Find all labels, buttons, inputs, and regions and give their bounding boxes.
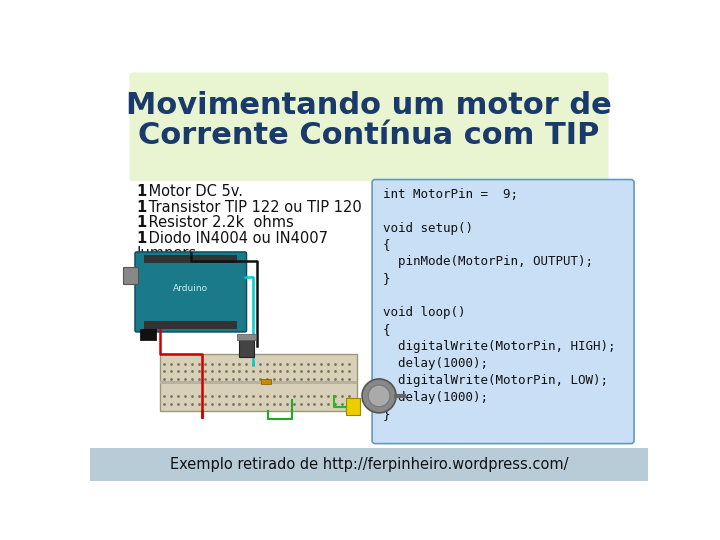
Text: Resistor 2.2k  ohms: Resistor 2.2k ohms	[144, 215, 294, 230]
Circle shape	[362, 379, 396, 413]
Text: Transistor TIP 122 ou TIP 120: Transistor TIP 122 ou TIP 120	[144, 200, 362, 215]
Text: pinMode(MotorPin, OUTPUT);: pinMode(MotorPin, OUTPUT);	[383, 255, 593, 268]
Text: delay(1000);: delay(1000);	[383, 391, 488, 404]
Text: void setup(): void setup()	[383, 221, 473, 234]
FancyBboxPatch shape	[130, 72, 608, 181]
Text: delay(1000);: delay(1000);	[383, 357, 488, 370]
Bar	[239, 336, 254, 357]
Text: }: }	[383, 408, 390, 421]
Bar	[160, 354, 357, 411]
FancyBboxPatch shape	[372, 179, 634, 444]
Text: {: {	[383, 239, 390, 252]
Bar	[238, 334, 256, 340]
Text: Movimentando um motor de: Movimentando um motor de	[126, 91, 612, 120]
Text: void loop(): void loop()	[383, 306, 465, 319]
Text: Jumpers.: Jumpers.	[137, 246, 202, 261]
Text: Exemplo retirado de http://ferpinheiro.wordpress.com/: Exemplo retirado de http://ferpinheiro.w…	[170, 457, 568, 472]
Bar	[90, 448, 648, 481]
Text: Motor DC 5v.: Motor DC 5v.	[144, 184, 243, 199]
Text: 1: 1	[137, 200, 147, 215]
Text: int MotorPin =  9;: int MotorPin = 9;	[383, 188, 518, 201]
Text: digitalWrite(MotorPin, HIGH);: digitalWrite(MotorPin, HIGH);	[383, 340, 616, 353]
Bar	[144, 321, 238, 329]
Bar	[346, 398, 360, 415]
Text: Diodo IN4004 ou IN4007: Diodo IN4004 ou IN4007	[144, 231, 328, 246]
Circle shape	[368, 385, 390, 407]
Bar	[140, 329, 156, 340]
Text: digitalWrite(MotorPin, LOW);: digitalWrite(MotorPin, LOW);	[383, 374, 608, 387]
Text: {: {	[383, 323, 390, 336]
Bar	[160, 381, 357, 384]
Text: 1: 1	[137, 184, 147, 199]
Text: }: }	[383, 272, 390, 285]
Bar	[261, 379, 271, 384]
Text: Corrente Contínua com TIP: Corrente Contínua com TIP	[138, 121, 600, 150]
Text: Arduino: Arduino	[174, 284, 208, 293]
Text: 1: 1	[137, 215, 147, 230]
Bar	[144, 255, 238, 262]
Bar	[122, 267, 138, 284]
Text: 1: 1	[137, 231, 147, 246]
FancyBboxPatch shape	[135, 252, 246, 332]
